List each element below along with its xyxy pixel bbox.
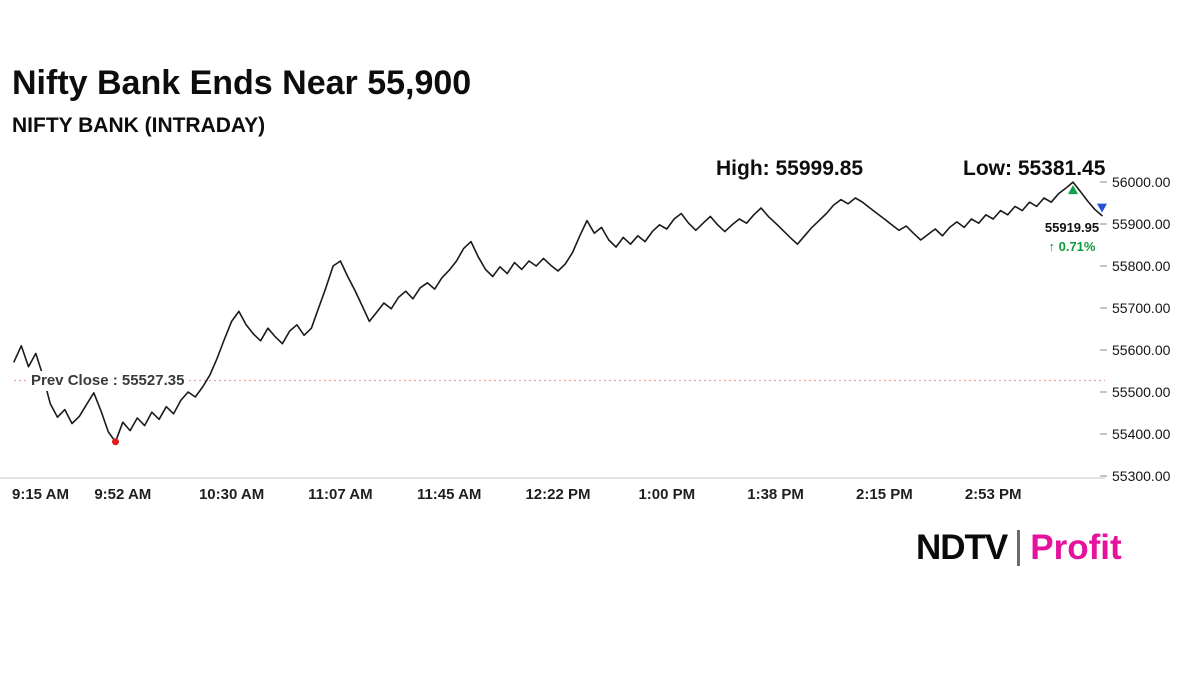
y-tick-label: 55900.00 xyxy=(1112,216,1171,232)
x-tick-label: 2:15 PM xyxy=(856,486,913,503)
high-label: High: 55999.85 xyxy=(716,157,864,180)
y-tick-label: 55600.00 xyxy=(1112,342,1171,358)
x-tick-label: 9:15 AM xyxy=(12,486,69,503)
page-title: Nifty Bank Ends Near 55,900 xyxy=(12,64,472,102)
y-axis-tick-marks xyxy=(1100,181,1107,477)
last-point-marker xyxy=(1097,203,1107,213)
high-point-marker xyxy=(1067,185,1078,195)
y-tick-label: 56000.00 xyxy=(1112,174,1171,190)
change-percent-label: ↑ 0.71% xyxy=(1048,238,1096,254)
x-tick-label: 10:30 AM xyxy=(198,486,265,503)
ndtv-logo-text: NDTV xyxy=(916,528,1008,567)
price-line xyxy=(13,181,1103,443)
logo-separator xyxy=(1017,530,1021,566)
x-tick-label: 1:00 PM xyxy=(638,486,696,503)
x-tick-label: 11:45 AM xyxy=(416,486,482,503)
y-tick-label: 55400.00 xyxy=(1112,426,1171,442)
x-tick-label: 12:22 PM xyxy=(525,486,591,503)
chart-subtitle: NIFTY BANK (INTRADAY) xyxy=(12,114,266,137)
ndtv-profit-logo: NDTV Profit xyxy=(916,528,1122,568)
x-tick-label: 11:07 AM xyxy=(308,486,373,503)
x-tick-label: 9:52 AM xyxy=(94,486,152,503)
y-tick-label: 55800.00 xyxy=(1112,258,1171,274)
y-tick-label: 55700.00 xyxy=(1112,300,1171,316)
x-tick-label: 2:53 PM xyxy=(964,486,1022,503)
y-tick-label: 55500.00 xyxy=(1112,384,1171,400)
profit-logo-text: Profit xyxy=(1030,528,1122,567)
low-label: Low: 55381.45 xyxy=(963,157,1106,180)
last-price-label: 55919.95 xyxy=(1044,219,1100,235)
prev-close-label: Prev Close : 55527.35 xyxy=(26,370,190,391)
x-tick-label: 1:38 PM xyxy=(747,486,804,503)
y-tick-label: 55300.00 xyxy=(1112,468,1171,484)
low-point-marker xyxy=(112,438,119,446)
